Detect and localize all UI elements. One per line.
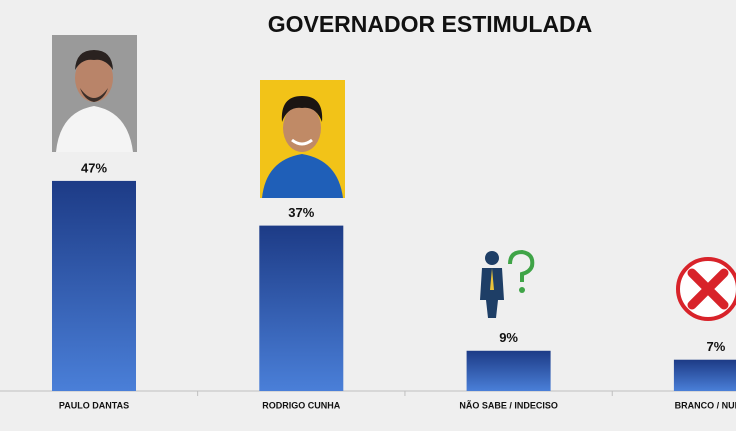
- value-label: 37%: [288, 205, 314, 220]
- value-label: 9%: [499, 330, 518, 345]
- bar: [259, 225, 344, 391]
- chart-title: GOVERNADOR ESTIMULADA: [268, 11, 593, 37]
- x-tick-label: NÃO SABE / INDECISO: [459, 400, 558, 410]
- value-label: 7%: [707, 339, 726, 354]
- candidate-photo: [260, 80, 345, 198]
- x-tick-label: BRANCO / NULO / I: [675, 400, 736, 410]
- x-tick-label: PAULO DANTAS: [59, 400, 129, 410]
- candidate-photo: [52, 35, 137, 152]
- value-label: 47%: [81, 160, 107, 175]
- undecided-icon: [480, 249, 535, 318]
- bar: [52, 180, 136, 391]
- bar: [673, 359, 736, 391]
- bar: [466, 350, 551, 391]
- x-tick-label: RODRIGO CUNHA: [262, 400, 340, 410]
- null-icon: [676, 257, 736, 321]
